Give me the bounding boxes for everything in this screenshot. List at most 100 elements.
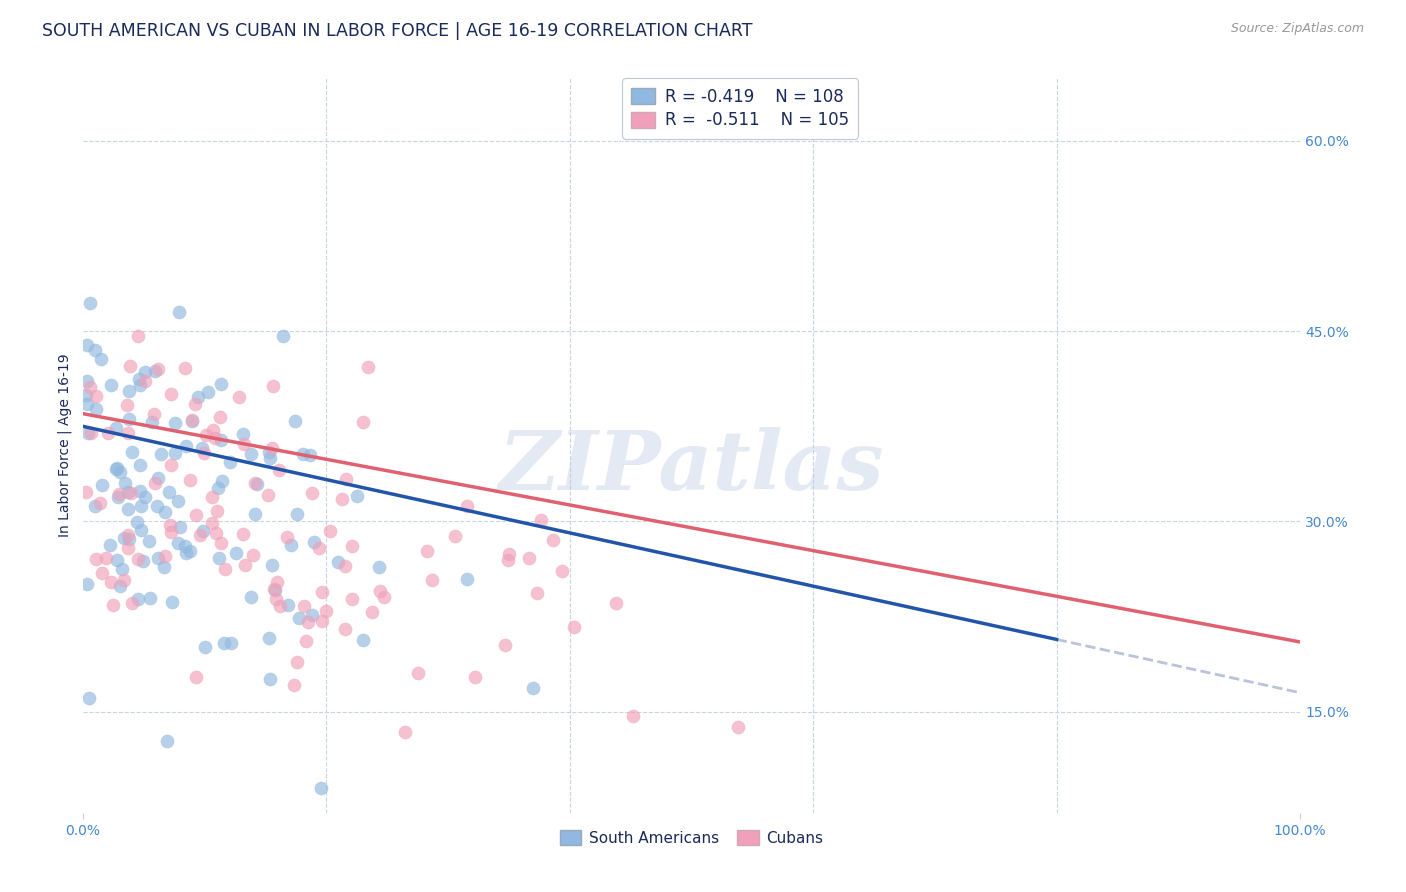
Point [232,437,254,451]
Point [335,623,357,637]
Point [125,516,148,530]
Point [246,476,269,491]
Point [562,619,585,633]
Point [181,414,204,428]
Point [186,508,208,522]
Point [301,486,323,500]
Point [526,585,548,599]
Point [204,526,226,541]
Point [176,439,198,453]
Point [309,780,332,795]
Point [207,481,229,495]
Point [174,361,197,376]
Point [530,513,553,527]
Point [153,559,176,574]
Point [79,425,101,440]
Point [346,489,368,503]
Point [108,465,131,479]
Point [517,551,540,566]
Point [115,398,138,412]
Point [79,296,101,310]
Point [259,450,281,465]
Point [76,577,98,591]
Point [165,416,187,430]
Point [444,529,467,543]
Point [163,446,186,460]
Point [117,484,139,499]
Point [179,473,201,487]
Point [225,546,247,560]
Point [76,374,98,388]
Point [276,530,298,544]
Point [77,426,100,441]
Point [541,533,564,547]
Point [117,533,139,547]
Point [288,611,311,625]
Point [262,558,284,573]
Point [184,397,207,411]
Point [157,485,180,500]
Point [134,366,156,380]
Text: ZIPatlas: ZIPatlas [499,427,884,508]
Point [184,670,207,684]
Point [141,415,163,429]
Point [142,407,165,421]
Point [193,446,215,460]
Point [132,554,155,568]
Point [207,504,229,518]
Point [79,380,101,394]
Text: SOUTH AMERICAN VS CUBAN IN LABOR FORCE | AGE 16-19 CORRELATION CHART: SOUTH AMERICAN VS CUBAN IN LABOR FORCE |… [42,22,752,40]
Point [201,424,224,438]
Point [208,551,231,566]
Y-axis label: In Labor Force | Age 16-19: In Labor Force | Age 16-19 [58,353,72,537]
Point [214,562,236,576]
Point [84,343,107,358]
Point [84,402,107,417]
Point [308,541,330,556]
Legend: South Americans, Cubans: South Americans, Cubans [553,822,831,854]
Point [280,538,302,552]
Point [120,486,142,500]
Point [201,490,224,504]
Point [146,471,169,485]
Point [301,607,323,622]
Point [333,558,356,573]
Point [352,415,374,429]
Point [340,539,363,553]
Point [335,472,357,486]
Point [257,488,280,502]
Point [112,573,135,587]
Point [283,678,305,692]
Point [233,558,256,573]
Point [259,631,281,645]
Point [187,390,209,404]
Point [127,591,149,606]
Point [311,614,333,628]
Point [239,447,262,461]
Point [340,591,363,606]
Point [100,377,122,392]
Point [394,724,416,739]
Point [727,720,749,734]
Point [100,574,122,589]
Point [179,544,201,558]
Point [188,528,211,542]
Point [89,496,111,510]
Point [146,551,169,566]
Point [111,561,134,575]
Point [197,385,219,400]
Point [406,665,429,680]
Point [311,585,333,599]
Point [160,595,183,609]
Point [117,501,139,516]
Point [232,427,254,442]
Point [146,361,169,376]
Point [318,524,340,538]
Point [91,566,114,580]
Point [114,475,136,490]
Point [420,574,443,588]
Point [464,669,486,683]
Point [180,413,202,427]
Point [75,388,97,402]
Point [104,421,127,435]
